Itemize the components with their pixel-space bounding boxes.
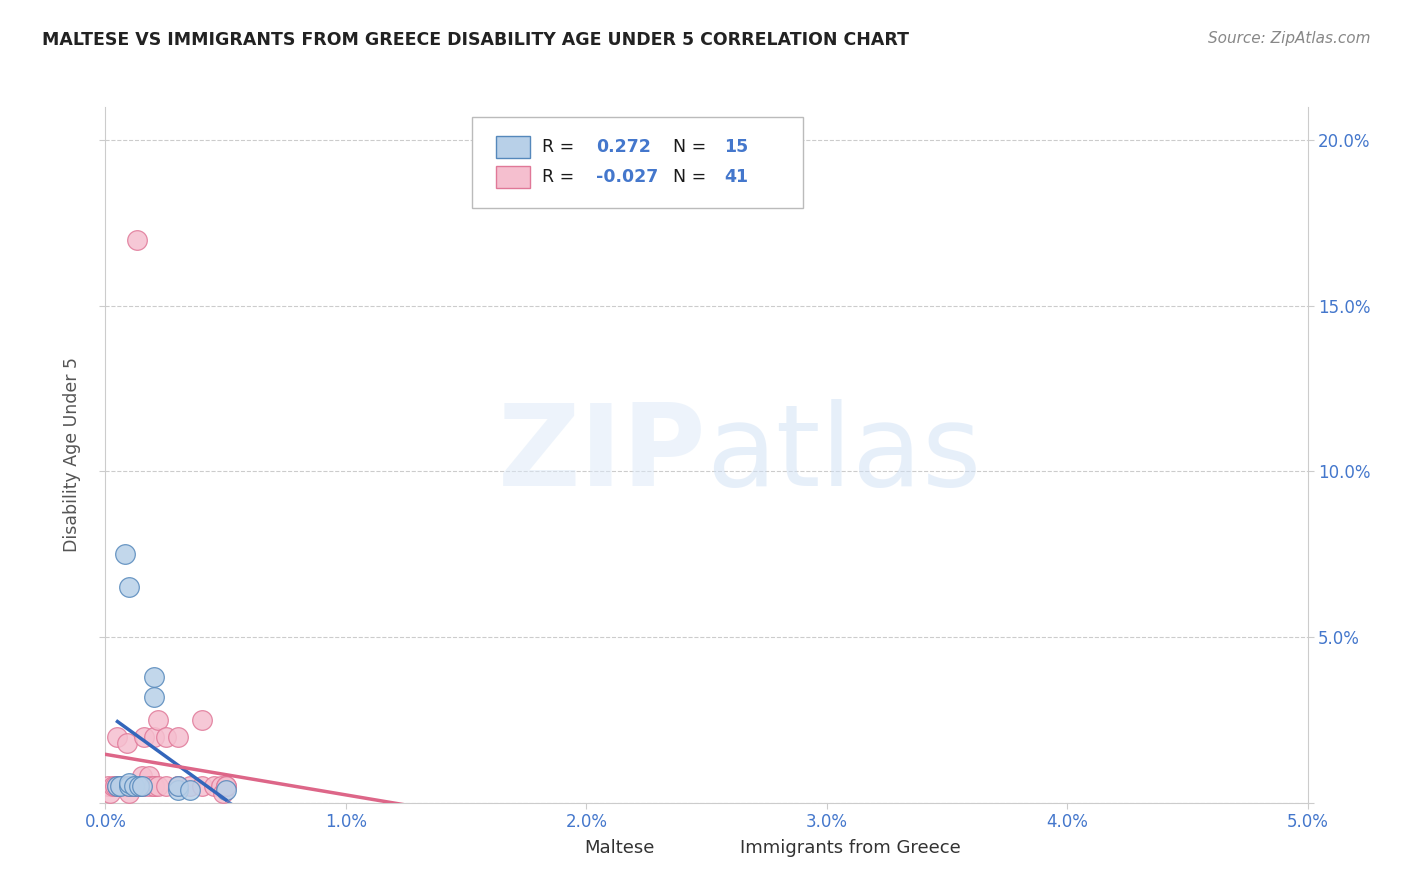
Point — [142, 779, 165, 793]
Point — [131, 769, 153, 783]
Point — [128, 779, 150, 793]
Point — [128, 779, 150, 793]
Point — [190, 779, 212, 793]
Point — [148, 713, 170, 727]
Point — [118, 779, 141, 793]
Point — [142, 690, 165, 704]
Point — [179, 779, 201, 793]
Text: R =: R = — [541, 137, 579, 156]
Y-axis label: Disability Age Under 5: Disability Age Under 5 — [63, 358, 82, 552]
Text: atlas: atlas — [707, 400, 981, 510]
Point — [214, 782, 236, 797]
Text: Immigrants from Greece: Immigrants from Greece — [740, 839, 960, 857]
Point — [131, 779, 153, 793]
Point — [114, 779, 136, 793]
Point — [214, 779, 236, 793]
Point — [118, 779, 141, 793]
Point — [138, 769, 160, 783]
Point — [101, 779, 124, 793]
Point — [104, 779, 127, 793]
Point — [118, 581, 141, 595]
Point — [202, 779, 225, 793]
Point — [118, 779, 141, 793]
FancyBboxPatch shape — [496, 166, 530, 188]
Point — [138, 779, 160, 793]
Point — [155, 779, 177, 793]
Point — [115, 736, 138, 750]
Point — [108, 779, 131, 793]
Point — [166, 730, 188, 744]
Point — [108, 779, 131, 793]
Point — [190, 713, 212, 727]
Text: 15: 15 — [724, 137, 749, 156]
FancyBboxPatch shape — [700, 842, 730, 860]
Point — [118, 776, 141, 790]
Text: ZIP: ZIP — [498, 400, 707, 510]
Text: 41: 41 — [724, 169, 748, 186]
Point — [166, 779, 188, 793]
Point — [142, 779, 165, 793]
Point — [214, 779, 236, 793]
Point — [179, 782, 201, 797]
FancyBboxPatch shape — [472, 118, 803, 208]
FancyBboxPatch shape — [496, 136, 530, 158]
Point — [111, 779, 134, 793]
Point — [98, 786, 121, 800]
FancyBboxPatch shape — [544, 842, 574, 860]
Point — [142, 730, 165, 744]
Point — [125, 779, 148, 793]
Point — [155, 730, 177, 744]
Point — [131, 779, 153, 793]
Point — [125, 233, 148, 247]
Text: N =: N = — [662, 169, 711, 186]
Point — [166, 779, 188, 793]
Point — [166, 782, 188, 797]
Text: R =: R = — [541, 169, 579, 186]
Point — [114, 547, 136, 561]
Point — [132, 779, 155, 793]
Point — [124, 779, 146, 793]
Point — [132, 730, 155, 744]
Point — [97, 779, 120, 793]
Point — [118, 786, 141, 800]
Point — [166, 779, 188, 793]
Point — [142, 670, 165, 684]
Point — [148, 779, 170, 793]
Text: Maltese: Maltese — [583, 839, 654, 857]
Text: N =: N = — [662, 137, 711, 156]
Point — [107, 730, 129, 744]
Point — [107, 779, 129, 793]
Text: Source: ZipAtlas.com: Source: ZipAtlas.com — [1208, 31, 1371, 46]
Text: 0.272: 0.272 — [596, 137, 651, 156]
Point — [209, 779, 232, 793]
Point — [107, 779, 129, 793]
Point — [212, 786, 235, 800]
Point — [124, 779, 146, 793]
Text: -0.027: -0.027 — [596, 169, 658, 186]
Text: MALTESE VS IMMIGRANTS FROM GREECE DISABILITY AGE UNDER 5 CORRELATION CHART: MALTESE VS IMMIGRANTS FROM GREECE DISABI… — [42, 31, 910, 49]
